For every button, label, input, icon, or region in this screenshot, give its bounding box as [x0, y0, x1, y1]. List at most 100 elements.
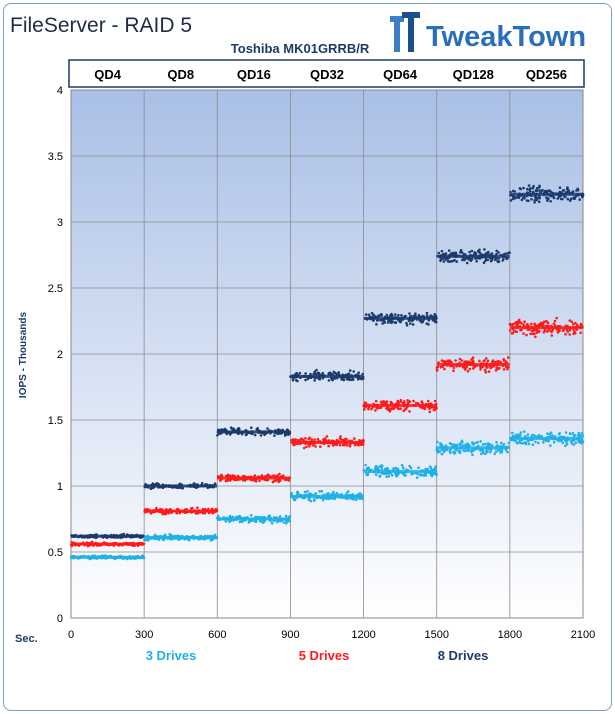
data-point: [522, 332, 525, 335]
data-point: [405, 324, 409, 327]
data-point: [374, 409, 377, 412]
data-point: [364, 313, 368, 316]
data-point: [278, 472, 281, 476]
y-tick-label: 1.5: [48, 415, 63, 427]
data-point: [433, 467, 437, 471]
data-point: [477, 250, 481, 254]
data-point: [437, 251, 441, 255]
legend-item: 3 Drives: [146, 648, 197, 663]
data-point: [391, 314, 394, 318]
series-mean-band: [436, 446, 510, 450]
series-mean-band: [71, 534, 144, 538]
data-point: [468, 367, 472, 371]
data-point: [530, 198, 533, 201]
data-point: [337, 371, 341, 374]
data-point: [426, 399, 430, 403]
data-point: [533, 434, 537, 438]
data-point: [565, 187, 569, 191]
data-point: [357, 371, 361, 375]
data-point: [564, 444, 567, 448]
x-tick-labels: 0 300 600 900 1200 1500 1800 2100: [68, 629, 595, 641]
data-point: [569, 439, 573, 443]
data-point: [342, 444, 346, 447]
data-point: [396, 467, 400, 471]
data-point: [532, 184, 535, 188]
data-point: [502, 368, 506, 371]
data-point: [572, 332, 575, 336]
data-point: [473, 365, 476, 369]
data-point: [504, 365, 508, 369]
data-point: [459, 443, 462, 447]
data-point: [481, 443, 485, 446]
data-point: [574, 441, 578, 444]
data-point: [566, 197, 570, 201]
data-point: [552, 440, 556, 444]
data-point: [556, 197, 559, 200]
data-point: [420, 320, 424, 324]
data-point: [572, 197, 576, 200]
y-tick-labels: 0 0.5 1 1.5 2 2.5 3 3.5 4: [48, 85, 63, 625]
data-point: [378, 314, 381, 318]
data-point: [434, 465, 438, 468]
x-tick-label: 600: [208, 629, 226, 641]
data-point: [478, 359, 481, 363]
data-point: [394, 466, 398, 470]
series-mean-band: [290, 440, 364, 444]
data-point: [418, 473, 421, 476]
data-point: [541, 188, 544, 192]
data-point: [247, 521, 251, 524]
data-point: [501, 259, 505, 262]
x-tick-label: 1200: [351, 629, 375, 641]
data-point: [453, 451, 457, 455]
series-mean-band: [144, 509, 218, 513]
data-point: [519, 328, 522, 332]
data-point: [397, 314, 400, 317]
data-point: [412, 314, 416, 318]
data-point: [522, 186, 525, 190]
data-point: [365, 467, 369, 470]
data-point: [374, 473, 378, 477]
series-mean-band: [363, 469, 437, 473]
data-point: [411, 323, 415, 326]
data-point: [459, 248, 463, 252]
y-tick-label: 0: [57, 613, 63, 625]
data-point: [546, 432, 549, 435]
data-point: [445, 257, 448, 261]
data-point: [529, 322, 533, 326]
data-point: [340, 378, 344, 381]
data-point: [367, 468, 371, 471]
data-point: [533, 199, 536, 202]
data-point: [484, 371, 488, 374]
data-point: [194, 512, 198, 515]
data-point: [433, 399, 437, 403]
data-point: [430, 474, 434, 477]
data-point: [442, 450, 446, 454]
data-point: [549, 444, 552, 447]
data-point: [526, 323, 529, 326]
data-point: [335, 443, 339, 447]
data-point: [511, 431, 514, 435]
data-point: [143, 538, 146, 542]
data-point: [318, 489, 321, 493]
legend-item: 8 Drives: [438, 648, 489, 663]
data-point: [520, 198, 524, 202]
data-point: [483, 442, 487, 446]
data-point: [287, 433, 290, 436]
data-point: [361, 372, 365, 376]
data-point: [570, 320, 574, 324]
data-point: [155, 506, 158, 510]
data-point: [309, 499, 313, 503]
data-point: [489, 448, 493, 452]
data-point: [327, 444, 330, 448]
data-point: [535, 331, 539, 335]
data-point: [390, 407, 394, 410]
data-point: [321, 498, 325, 502]
data-point: [312, 372, 315, 376]
data-point: [484, 357, 488, 360]
data-point: [327, 492, 330, 495]
data-point: [216, 434, 219, 437]
data-point: [454, 359, 457, 362]
data-point: [412, 399, 415, 403]
data-point: [545, 189, 548, 193]
data-point: [439, 259, 442, 263]
